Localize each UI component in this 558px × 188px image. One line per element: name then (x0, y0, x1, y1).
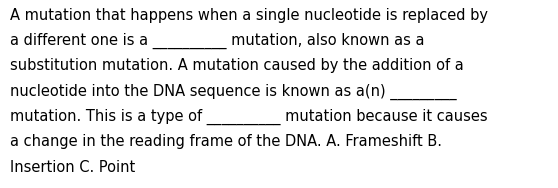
Text: a change in the reading frame of the DNA. A. Frameshift B.: a change in the reading frame of the DNA… (10, 134, 442, 149)
Text: A mutation that happens when a single nucleotide is replaced by: A mutation that happens when a single nu… (10, 8, 488, 23)
Text: Insertion C. Point: Insertion C. Point (10, 160, 135, 175)
Text: mutation. This is a type of __________ mutation because it causes: mutation. This is a type of __________ m… (10, 109, 488, 125)
Text: nucleotide into the DNA sequence is known as a(n) _________: nucleotide into the DNA sequence is know… (10, 84, 456, 100)
Text: substitution mutation. A mutation caused by the addition of a: substitution mutation. A mutation caused… (10, 58, 464, 73)
Text: a different one is a __________ mutation, also known as a: a different one is a __________ mutation… (10, 33, 425, 49)
